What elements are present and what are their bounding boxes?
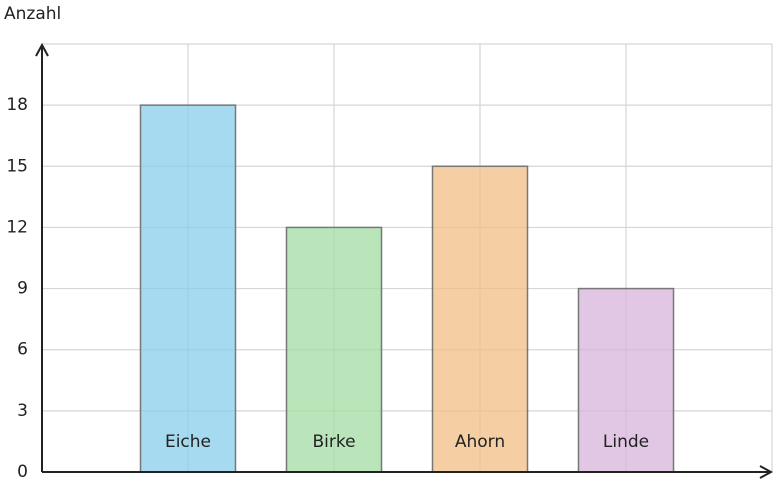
y-tick-label: 3 <box>17 401 28 421</box>
bar <box>431 165 529 473</box>
y-tick-label: 18 <box>6 95 28 115</box>
bar <box>577 287 675 473</box>
y-tick-label: 12 <box>6 217 28 237</box>
category-label: Birke <box>312 432 355 452</box>
y-axis-label: Anzahl <box>4 4 61 24</box>
category-label: Ahorn <box>455 432 505 452</box>
y-axis-arrow <box>35 42 49 57</box>
y-tick-label: 0 <box>17 462 28 482</box>
y-tick-label: 6 <box>17 340 28 360</box>
category-label: Linde <box>603 432 649 452</box>
bar <box>139 104 237 473</box>
bars: Eiche Birke Ahorn Linde <box>139 104 675 473</box>
axes <box>35 42 774 479</box>
y-tick-label: 15 <box>6 156 28 176</box>
x-axis-arrow <box>759 465 774 479</box>
y-tick-label: 9 <box>17 279 28 299</box>
category-label: Eiche <box>165 432 211 452</box>
